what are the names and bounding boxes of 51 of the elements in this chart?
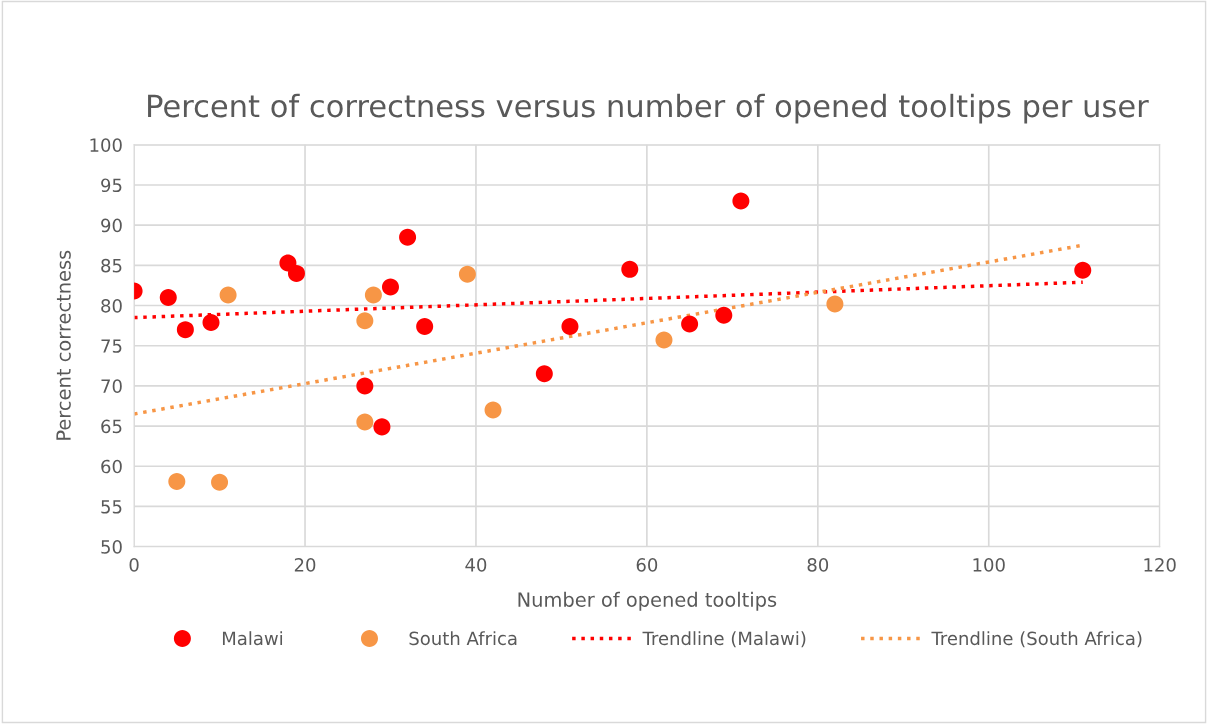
y-tick-label: 95 — [101, 178, 122, 193]
point — [399, 228, 417, 246]
point — [373, 418, 391, 436]
point — [732, 192, 750, 210]
point — [416, 317, 434, 335]
x-tick-label: 60 — [636, 558, 658, 572]
legend-label: Trendline (Malawi) — [642, 631, 806, 648]
legend-label: Malawi — [222, 631, 283, 646]
legend-label: South Africa — [409, 631, 517, 646]
point — [211, 473, 229, 491]
y-tick-label: 85 — [101, 258, 122, 273]
x-tick-label: 120 — [1144, 558, 1176, 572]
point — [356, 413, 374, 431]
y-tick-label: 50 — [101, 540, 122, 554]
point — [484, 401, 502, 419]
point — [159, 288, 177, 306]
point — [356, 312, 374, 330]
point — [1074, 261, 1092, 279]
y-tick-label: 55 — [101, 500, 122, 514]
point — [681, 315, 699, 333]
x-tick-label: 80 — [807, 558, 829, 572]
point — [458, 265, 476, 283]
point — [219, 286, 237, 304]
y-tick-label: 65 — [101, 419, 122, 434]
point — [535, 365, 553, 383]
point — [202, 313, 220, 331]
point — [621, 260, 639, 278]
point — [826, 295, 844, 313]
point — [176, 321, 194, 339]
x-tick-label: 20 — [294, 558, 316, 572]
x-tick-label: 0 — [129, 558, 139, 572]
chart-title: Percent of correctness versus number of opened tooltips per user — [148, 93, 1149, 124]
y-tick-label: 90 — [101, 218, 122, 233]
point — [364, 286, 382, 304]
y-tick-label: 80 — [101, 298, 122, 313]
y-tick-label: 60 — [101, 459, 122, 474]
y-tick-label: 75 — [101, 339, 122, 353]
legend-label: Trendline (South Africa) — [931, 631, 1142, 648]
point — [381, 278, 399, 296]
y-tick-label: 100 — [90, 138, 122, 152]
y-axis-title: Percent correctness — [56, 250, 71, 440]
point — [561, 317, 579, 335]
y-tick-label: 70 — [101, 379, 122, 394]
point — [655, 331, 673, 349]
point — [356, 377, 374, 395]
point — [287, 264, 305, 282]
point — [715, 306, 733, 324]
x-tick-label: 100 — [973, 558, 1005, 572]
x-axis-title: Number of opened tooltips — [518, 591, 777, 611]
point — [168, 473, 186, 491]
x-tick-label: 40 — [465, 558, 487, 572]
